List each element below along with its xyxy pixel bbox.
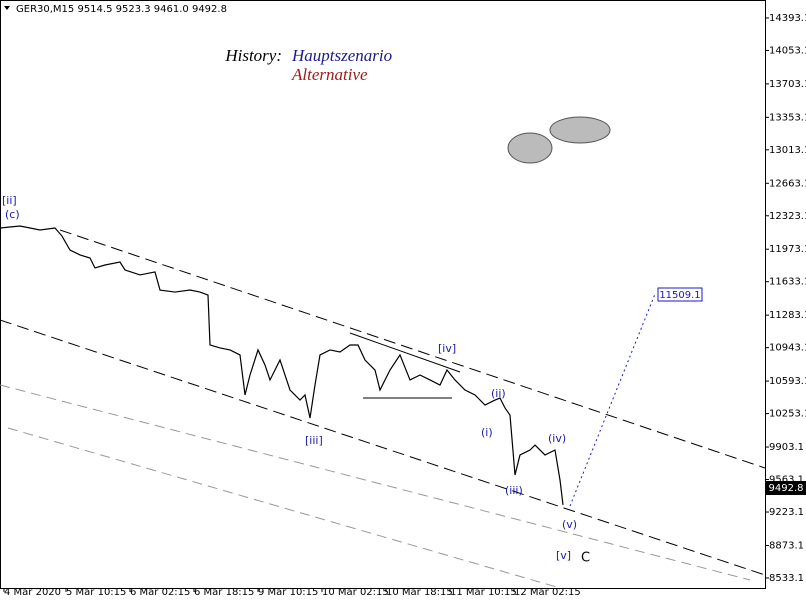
y-tick-label: 8873.1 [769, 540, 804, 551]
y-tick-label: 12323.1 [769, 211, 806, 222]
wave-label: C [581, 551, 590, 566]
wave-label: (c) [5, 208, 20, 221]
chart-header: GER30,M15 9514.5 9523.3 9461.0 9492.8 [16, 4, 227, 15]
main-label: Hauptszenario [291, 46, 392, 65]
projection-line [569, 293, 656, 507]
y-tick-label: 9903.1 [769, 442, 804, 453]
y-tick-label: 10593.1 [769, 376, 806, 387]
x-tick-label: 5 Mar 10:15 [66, 587, 126, 598]
y-tick-label: 11973.1 [769, 244, 806, 255]
wave-label: (ii) [491, 387, 506, 400]
y-tick-label: 11633.1 [769, 277, 806, 288]
y-tick-label: 10943.1 [769, 343, 806, 354]
x-tick-label: 6 Mar 02:15 [130, 587, 190, 598]
price-line [0, 225, 564, 506]
wave-label: (v) [562, 518, 577, 531]
bull-bear-icon [507, 116, 611, 164]
y-tick-label: 12663.1 [769, 178, 806, 189]
y-tick-label: 14393.1 [769, 13, 806, 24]
y-tick-label: 13703.1 [769, 79, 806, 90]
x-tick-label: 10 Mar 18:15 [386, 587, 453, 598]
wave-label: (iii) [505, 484, 523, 497]
wave-label: [iv] [438, 342, 456, 355]
target-box [657, 287, 703, 302]
wave-label: (iv) [548, 432, 566, 445]
x-tick-label: 12 Mar 02:15 [514, 587, 581, 598]
x-tick-label: 10 Mar 02:15 [322, 587, 389, 598]
target-label: 11509.1 [659, 290, 700, 301]
wave-label: [iii] [305, 434, 323, 447]
wave-label: (i) [481, 426, 493, 439]
price-box [766, 481, 806, 495]
y-tick-label: 14053.1 [769, 45, 806, 56]
y-tick-label: 9563.1 [769, 475, 804, 486]
y-tick-label: 13353.1 [769, 112, 806, 123]
wave-label: [v] [556, 549, 571, 562]
menu-arrow[interactable] [4, 6, 10, 10]
x-tick-label: 6 Mar 18:15 [194, 587, 254, 598]
alt-label: Alternative [291, 65, 368, 84]
history-label: History: [224, 46, 282, 65]
alt-channel-lines [0, 384, 751, 589]
x-tick-label: 11 Mar 10:15 [450, 587, 517, 598]
y-tick-label: 11283.1 [769, 310, 806, 321]
plot-frame [0, 0, 766, 589]
x-tick-label: 9 Mar 10:15 [258, 587, 318, 598]
y-tick-label: 13013.1 [769, 145, 806, 156]
y-tick-label: 9223.1 [769, 507, 804, 518]
price-label: 9492.8 [769, 483, 804, 494]
trendline [349, 332, 461, 373]
channel-lines [0, 229, 766, 576]
wave-label: [ii] [2, 194, 17, 207]
y-tick-label: 10253.1 [769, 409, 806, 420]
x-tick-label: 4 Mar 2020 [4, 587, 61, 598]
y-tick-label: 8533.1 [769, 573, 804, 584]
